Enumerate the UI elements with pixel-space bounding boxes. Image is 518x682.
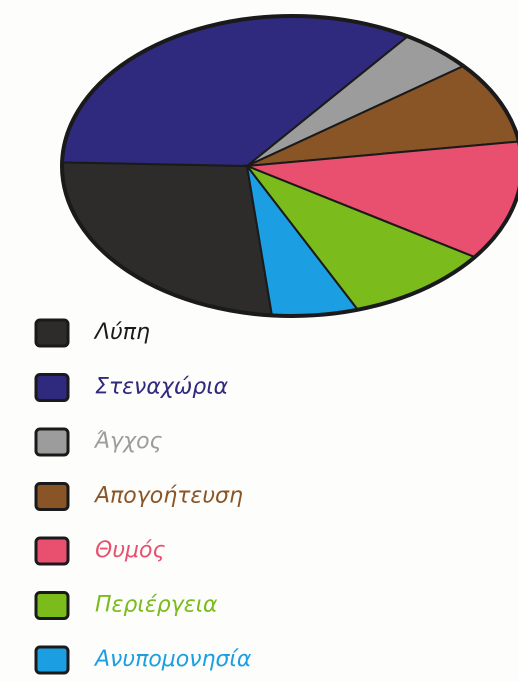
- legend-label: Περιέργεια: [95, 593, 218, 618]
- legend-swatch: [34, 427, 70, 457]
- pie-outline: [60, 14, 518, 318]
- legend-swatch: [34, 482, 70, 511]
- legend-label: Άγχος: [93, 429, 163, 454]
- legend-label: Λύπη: [93, 320, 150, 345]
- legend-label: Απογοήτευση: [93, 484, 243, 509]
- legend-label: Θυμός: [95, 538, 166, 563]
- legend-swatch: [34, 318, 70, 348]
- legend-swatch: [34, 591, 70, 620]
- pie: [61, 15, 518, 317]
- legend-swatch: [34, 373, 70, 402]
- legend: Λύπη Στεναχώρια Άγχος Απογοήτευση Θυμός Περιέ…: [34, 318, 252, 675]
- legend-swatch: [34, 645, 70, 675]
- legend-label: Στεναχώρια: [95, 375, 229, 400]
- legend-label: Ανυπομονησία: [93, 647, 252, 672]
- legend-swatch: [34, 536, 70, 566]
